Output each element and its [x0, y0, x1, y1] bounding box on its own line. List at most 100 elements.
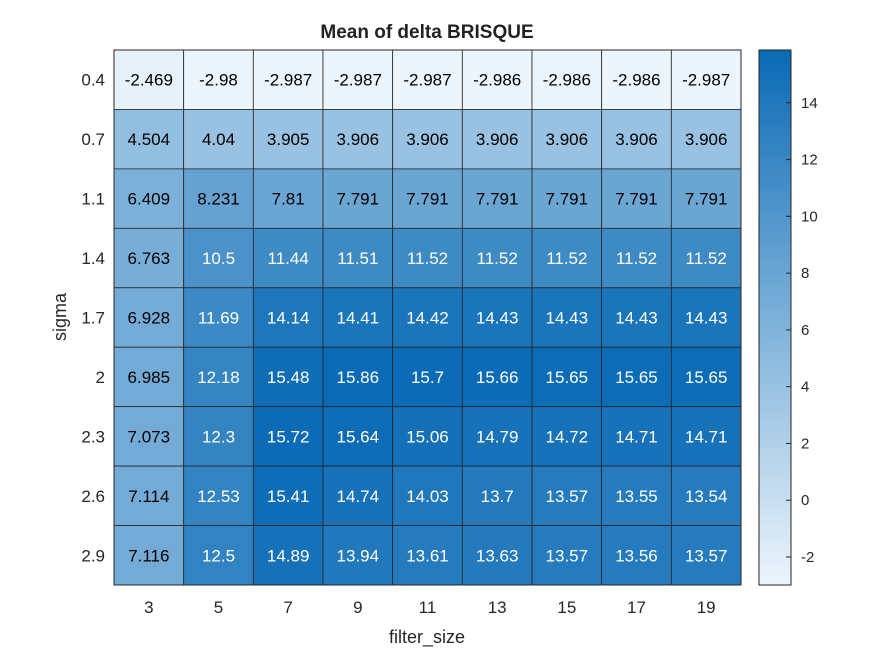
heatmap-cell	[670, 525, 742, 586]
heatmap-cell	[601, 227, 672, 289]
chart-title: Mean of delta BRISQUE	[320, 22, 533, 43]
x-tick-labels: 3 5 7 9 11 13 15 17 19	[144, 598, 716, 617]
cell-value-label: 7.81	[272, 190, 305, 209]
cell-value-label: 15.41	[267, 487, 310, 506]
colorbar-tick-label: 4	[801, 379, 809, 396]
cell-value-label: 12.53	[197, 487, 240, 506]
heatmap-cell	[113, 525, 185, 586]
cell-value-label: 14.43	[615, 309, 658, 328]
cell-value-label: 14.74	[337, 487, 380, 506]
heatmap-cell	[322, 346, 394, 408]
heatmap-cell	[531, 109, 603, 170]
heatmap-cell	[113, 168, 185, 229]
cell-value-label: 3.906	[546, 130, 589, 149]
cell-value-label: 14.89	[267, 546, 310, 565]
cell-value-label: -2.986	[543, 71, 591, 90]
heatmap-cell	[113, 465, 185, 526]
cell-value-label: 11.69	[198, 309, 239, 328]
cell-value-label: -2.986	[612, 71, 660, 90]
colorbar-tick-label: 2	[801, 435, 809, 452]
heatmap-cell	[531, 465, 603, 526]
x-tick-label: 11	[419, 598, 437, 617]
heatmap-cell	[531, 525, 603, 586]
cell-value-label: 14.72	[546, 427, 589, 446]
cell-value-label: 14.71	[615, 427, 658, 446]
heatmap-cell	[113, 109, 185, 170]
cell-value-label: 13.57	[546, 546, 589, 565]
x-tick-label: 9	[353, 598, 362, 617]
cell-value-label: 15.65	[615, 368, 658, 387]
heatmap-cell	[252, 168, 324, 229]
cell-value-label: 13.61	[406, 546, 449, 565]
cell-value-label: 6.409	[128, 190, 171, 209]
y-tick-label: 0.4	[81, 71, 105, 90]
cell-value-label: 4.04	[202, 130, 235, 149]
heatmap-cell	[322, 227, 394, 289]
x-axis-label: filter_size	[389, 627, 465, 648]
colorbar-ticks: -2 0 2 4 6 8 10 12 14	[786, 95, 818, 566]
heatmap-cell	[531, 168, 603, 229]
cell-value-label: 3.906	[337, 130, 380, 149]
heatmap-cell	[252, 287, 324, 348]
heatmap-cell	[392, 465, 463, 526]
cell-value-label: 13.54	[685, 487, 728, 506]
heatmap-cell	[183, 168, 254, 229]
cell-value-label: 11.52	[407, 249, 448, 268]
heatmap-cell	[183, 227, 254, 289]
plot-frame	[113, 49, 742, 586]
y-tick-label: 1.1	[81, 190, 105, 209]
heatmap-cell	[113, 49, 185, 110]
cell-value-label: 12.18	[197, 368, 240, 387]
heatmap-cell	[392, 525, 463, 586]
colorbar-tick-label: -2	[801, 549, 814, 566]
colorbar-tick-label: 6	[801, 322, 809, 339]
cell-value-label: 13.57	[546, 487, 589, 506]
y-axis-label: sigma	[50, 292, 70, 341]
cell-value-label: 7.791	[685, 190, 728, 209]
cell-value-label: 14.71	[685, 427, 728, 446]
cell-value-label: 14.03	[406, 487, 449, 506]
cell-value-label: 12.3	[202, 427, 235, 446]
cell-value-label: 13.7	[481, 487, 514, 506]
heatmap-cell	[183, 525, 254, 586]
x-tick-label: 13	[488, 598, 507, 617]
heatmap-cell	[322, 109, 394, 170]
y-tick-label: 2.6	[81, 487, 105, 506]
heatmap-cell	[461, 49, 533, 110]
cell-value-label: 7.116	[128, 546, 169, 565]
heatmap-cell	[252, 465, 324, 526]
cell-value-label: 10.5	[202, 249, 235, 268]
heatmap-cell	[392, 49, 463, 110]
cell-value-label: 7.791	[337, 190, 380, 209]
colorbar-tick-label: 10	[801, 208, 818, 225]
heatmap-cell	[183, 287, 254, 348]
heatmap-cell	[322, 465, 394, 526]
cell-value-label: -2.987	[264, 71, 312, 90]
y-tick-label: 0.7	[81, 130, 105, 149]
cell-value-label: 3.906	[685, 130, 728, 149]
heatmap-cell	[531, 406, 603, 467]
heatmap-cell	[601, 49, 672, 110]
heatmap-cell	[670, 287, 742, 348]
cell-value-label: 6.763	[128, 249, 171, 268]
cell-value-label: 11.52	[546, 249, 587, 268]
colorbar-tick-label: 12	[801, 152, 818, 169]
cell-value-label: 15.72	[267, 427, 310, 446]
cell-value-label: 7.114	[128, 487, 169, 506]
cell-value-label: 14.43	[476, 309, 519, 328]
heatmap-cell	[322, 168, 394, 229]
heatmap-cell	[670, 346, 742, 408]
y-tick-labels: 0.4 0.7 1.1 1.4 1.7 2 2.3 2.6 2.9	[81, 71, 105, 566]
heatmap-cell	[392, 346, 463, 408]
cell-value-label: 14.43	[546, 309, 589, 328]
cell-value-label: 11.51	[337, 249, 378, 268]
heatmap-cell	[322, 287, 394, 348]
x-tick-label: 5	[214, 598, 223, 617]
cell-value-label: 15.06	[406, 427, 449, 446]
heatmap-cell	[322, 525, 394, 586]
cell-value-label: 6.985	[128, 368, 171, 387]
colorbar-tick-label: 14	[801, 95, 818, 112]
cell-value-label: 15.7	[411, 368, 444, 387]
heatmap-cell	[461, 287, 533, 348]
heatmap-cell	[392, 109, 463, 170]
